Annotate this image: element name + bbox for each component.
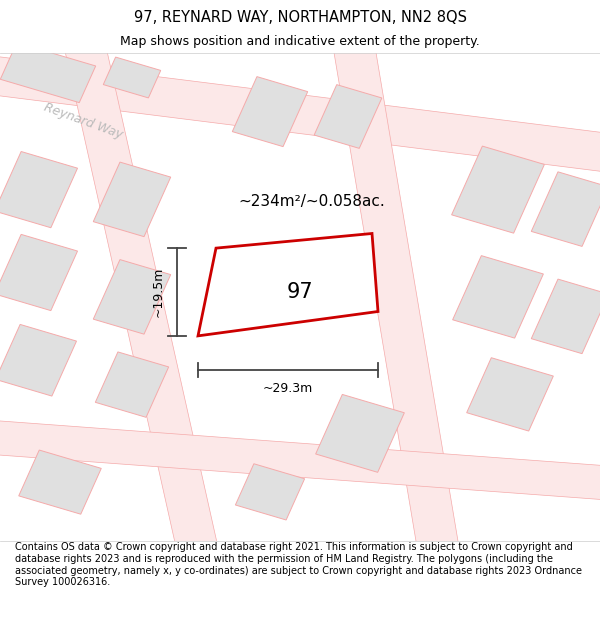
Polygon shape xyxy=(93,162,171,237)
Polygon shape xyxy=(95,352,169,418)
Polygon shape xyxy=(330,29,462,565)
Polygon shape xyxy=(0,419,600,502)
Polygon shape xyxy=(0,151,77,228)
Polygon shape xyxy=(314,84,382,148)
Polygon shape xyxy=(103,57,161,98)
Polygon shape xyxy=(235,464,305,520)
Text: 97, REYNARD WAY, NORTHAMPTON, NN2 8QS: 97, REYNARD WAY, NORTHAMPTON, NN2 8QS xyxy=(133,9,467,24)
Polygon shape xyxy=(198,234,378,336)
Text: ~234m²/~0.058ac.: ~234m²/~0.058ac. xyxy=(239,194,385,209)
Polygon shape xyxy=(531,279,600,354)
Text: Reynard Way: Reynard Way xyxy=(42,101,124,142)
Polygon shape xyxy=(93,259,171,334)
Polygon shape xyxy=(467,357,553,431)
Polygon shape xyxy=(452,146,544,233)
Polygon shape xyxy=(0,324,77,396)
Polygon shape xyxy=(531,172,600,246)
Text: Map shows position and indicative extent of the property.: Map shows position and indicative extent… xyxy=(120,35,480,48)
Polygon shape xyxy=(316,394,404,472)
Polygon shape xyxy=(0,53,600,175)
Polygon shape xyxy=(1,42,95,102)
Polygon shape xyxy=(60,29,222,565)
Polygon shape xyxy=(232,77,308,147)
Text: ~19.5m: ~19.5m xyxy=(152,267,165,317)
Text: Contains OS data © Crown copyright and database right 2021. This information is : Contains OS data © Crown copyright and d… xyxy=(15,542,582,587)
Polygon shape xyxy=(19,450,101,514)
Polygon shape xyxy=(0,234,77,311)
Text: ~29.3m: ~29.3m xyxy=(263,382,313,395)
Polygon shape xyxy=(452,256,544,338)
Text: 97: 97 xyxy=(287,282,313,302)
